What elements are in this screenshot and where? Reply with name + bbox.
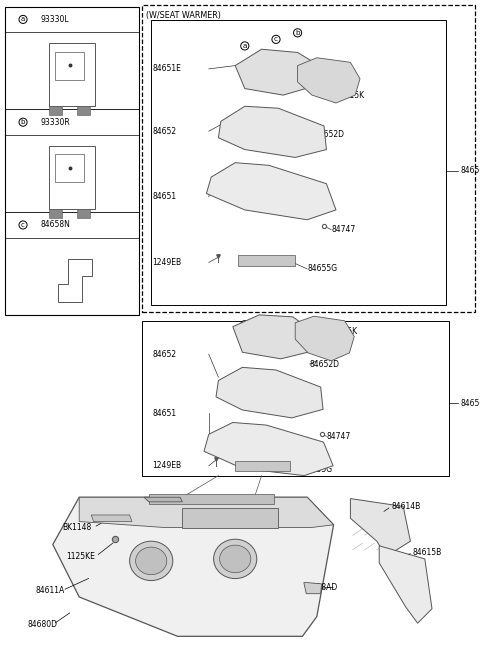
Bar xyxy=(238,255,295,266)
Text: 84651E: 84651E xyxy=(153,64,181,73)
Text: 84651: 84651 xyxy=(153,192,177,201)
Ellipse shape xyxy=(130,541,173,581)
Text: 84652: 84652 xyxy=(153,350,177,359)
Bar xyxy=(77,209,90,218)
Bar xyxy=(142,5,475,312)
Text: 84652D: 84652D xyxy=(314,130,345,139)
Text: 84615B: 84615B xyxy=(413,548,442,557)
Text: 84747: 84747 xyxy=(326,432,351,441)
Text: 1125KE: 1125KE xyxy=(66,552,95,561)
Text: 84658N: 84658N xyxy=(41,220,71,230)
Ellipse shape xyxy=(135,547,167,575)
Text: 1249EB: 1249EB xyxy=(153,258,182,267)
Bar xyxy=(49,209,62,218)
Polygon shape xyxy=(204,422,333,476)
Text: 84652D: 84652D xyxy=(310,359,340,369)
Bar xyxy=(235,461,290,471)
Bar xyxy=(49,146,95,209)
Polygon shape xyxy=(91,515,132,522)
Bar xyxy=(55,52,84,79)
Polygon shape xyxy=(58,259,93,302)
Text: 1249EB: 1249EB xyxy=(153,461,182,470)
Bar xyxy=(5,7,139,315)
Text: c: c xyxy=(274,36,278,43)
Polygon shape xyxy=(298,58,360,103)
Text: 84615K: 84615K xyxy=(329,327,358,336)
Bar xyxy=(142,321,449,476)
Polygon shape xyxy=(206,163,336,220)
Polygon shape xyxy=(379,546,432,623)
Text: 84650D: 84650D xyxy=(461,399,480,408)
Polygon shape xyxy=(218,106,326,157)
Ellipse shape xyxy=(214,539,257,579)
Text: 84680D: 84680D xyxy=(28,620,58,629)
Text: 84614B: 84614B xyxy=(391,502,420,511)
Text: a: a xyxy=(242,43,247,49)
Text: b: b xyxy=(269,321,274,328)
Text: 84650D: 84650D xyxy=(461,166,480,175)
Text: 93330L: 93330L xyxy=(41,15,70,24)
Bar xyxy=(151,20,446,305)
Bar xyxy=(49,106,62,115)
Text: a: a xyxy=(21,16,25,22)
Polygon shape xyxy=(235,49,319,95)
Text: b: b xyxy=(295,30,300,36)
Text: 93330R: 93330R xyxy=(41,117,71,127)
Polygon shape xyxy=(304,583,322,594)
Polygon shape xyxy=(53,497,334,636)
Text: b: b xyxy=(21,119,25,125)
Text: (W/SEAT WARMER): (W/SEAT WARMER) xyxy=(146,11,221,20)
Polygon shape xyxy=(79,497,334,527)
Bar xyxy=(149,494,274,504)
Text: 84611A: 84611A xyxy=(36,586,65,595)
Text: a: a xyxy=(242,321,247,328)
Ellipse shape xyxy=(219,545,251,573)
Bar xyxy=(77,106,90,115)
Text: 84615K: 84615K xyxy=(336,91,365,100)
Polygon shape xyxy=(350,499,410,556)
Text: 84652: 84652 xyxy=(153,127,177,136)
Text: 84651: 84651 xyxy=(153,409,177,418)
Text: 84655G: 84655G xyxy=(307,264,337,274)
Text: BK1148: BK1148 xyxy=(62,523,92,532)
Polygon shape xyxy=(144,497,182,502)
Polygon shape xyxy=(216,367,323,418)
Text: 84620K: 84620K xyxy=(103,499,132,508)
Bar xyxy=(182,508,278,528)
Bar xyxy=(49,43,95,106)
Text: c: c xyxy=(21,222,25,228)
Text: 84747: 84747 xyxy=(331,225,356,234)
Text: 84655G: 84655G xyxy=(302,464,333,474)
Bar xyxy=(55,154,84,182)
Polygon shape xyxy=(233,315,316,359)
Polygon shape xyxy=(295,316,354,361)
Text: 1018AD: 1018AD xyxy=(307,583,337,592)
